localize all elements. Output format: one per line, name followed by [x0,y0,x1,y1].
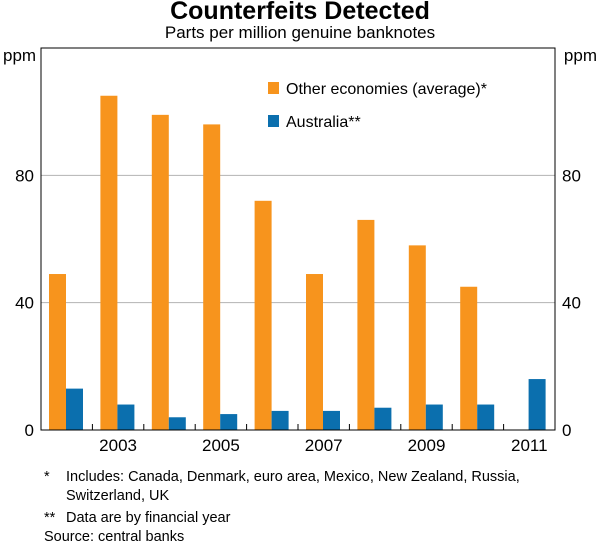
y-axis-unit-left: ppm [3,46,36,65]
bar-australia-2008 [374,407,392,430]
bar-other-economies-2008 [357,219,375,430]
plot-frame [40,47,556,431]
bar-australia-2002 [66,388,83,430]
legend-swatch-0 [268,82,279,94]
bar-australia-2004 [168,417,186,430]
bar-other-economies-2002 [49,274,66,430]
y-axis-unit-right: ppm [564,46,597,65]
legend-label-1: Australia** [286,114,361,131]
footnote-2-text: Data are by financial year [66,510,231,526]
footnote-2-marker: ** [44,510,56,526]
bar-other-economies-2010 [460,286,478,430]
footnote-1-marker: * [44,469,50,485]
y-tick-label-left-40: 40 [15,294,34,313]
bar-other-economies-2003 [100,95,118,430]
bar-australia-2003 [117,404,135,430]
source-note: Source: central banks [44,529,185,545]
y-tick-label-right-40: 40 [562,294,581,313]
bar-australia-2010 [477,404,495,430]
y-tick-label-right-0: 0 [562,421,571,440]
footnote-1-line-1: Includes: Canada, Denmark, euro area, Me… [66,469,520,485]
bar-other-economies-2007 [306,274,323,430]
footnote-1-text: Includes: Canada, Denmark, euro area, Me… [66,468,520,506]
bar-australia-2011 [528,379,546,430]
legend-label-0: Other economies (average)* [286,81,487,98]
bar-australia-2006 [271,410,289,430]
y-tick-label-left-0: 0 [25,421,34,440]
chart-subtitle: Parts per million genuine banknotes [164,23,436,42]
x-tick-label-2007: 2007 [305,436,343,455]
x-tick-label-2003: 2003 [99,436,137,455]
y-tick-label-right-80: 80 [562,166,581,185]
chart-title: Counterfeits Detected [170,0,430,25]
bar-other-economies-2009 [408,245,426,430]
bar-australia-2007 [323,410,340,430]
x-tick-label-2005: 2005 [202,436,240,455]
bar-other-economies-2005 [203,124,221,431]
bar-chart: 2003 2005 2007 2009 2011 0 0 40 40 80 80 ppm ppm Othe… [3,46,597,455]
x-tick-label-2009: 2009 [408,436,446,455]
bar-australia-2005 [220,414,238,430]
footnote-1-line-2: Switzerland, UK [66,488,170,504]
bar-australia-2009 [425,404,443,430]
x-tick-label-2011: 2011 [511,436,548,455]
legend-swatch-1 [268,115,279,127]
bar-other-economies-2006 [254,200,272,430]
bar-other-economies-2004 [151,114,169,430]
y-tick-label-left-80: 80 [15,166,34,185]
